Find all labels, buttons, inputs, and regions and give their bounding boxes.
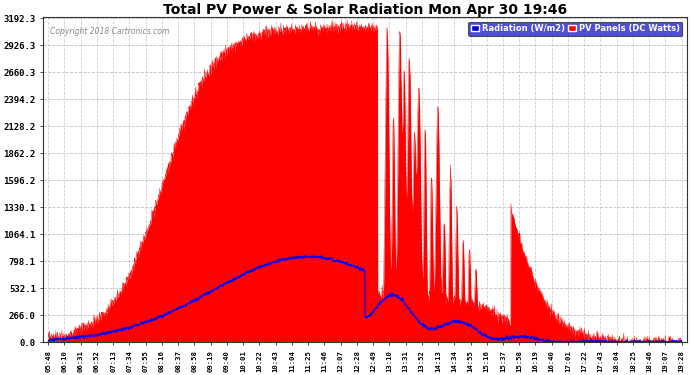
Title: Total PV Power & Solar Radiation Mon Apr 30 19:46: Total PV Power & Solar Radiation Mon Apr… — [163, 3, 567, 18]
Text: Copyright 2018 Cartronics.com: Copyright 2018 Cartronics.com — [50, 27, 169, 36]
Legend: Radiation (W/m2), PV Panels (DC Watts): Radiation (W/m2), PV Panels (DC Watts) — [469, 22, 682, 36]
